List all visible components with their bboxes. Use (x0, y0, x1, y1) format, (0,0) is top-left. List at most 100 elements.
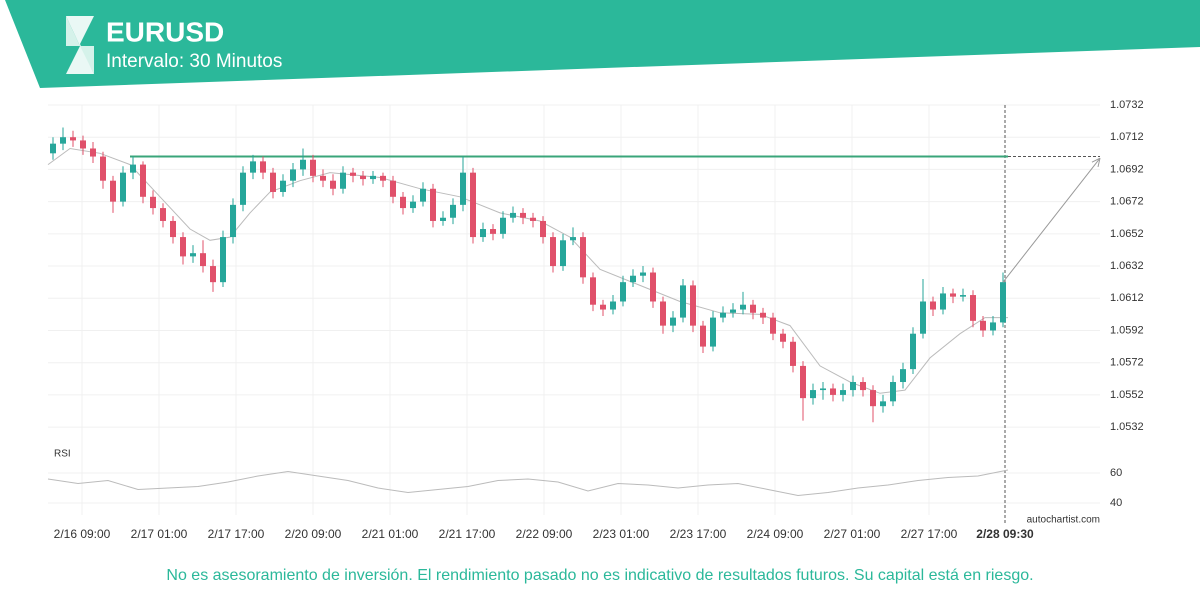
candle-body (80, 140, 86, 149)
candle-body (930, 301, 936, 310)
candle-body (520, 212, 526, 218)
x-tick-label: 2/20 09:00 (285, 527, 342, 541)
x-tick-label: 2/17 01:00 (131, 527, 188, 541)
candle-body (170, 220, 176, 238)
candle-body (410, 201, 416, 209)
candle-body (110, 180, 116, 202)
candle-body (700, 325, 706, 347)
candle-body (370, 175, 376, 180)
candle-body (60, 137, 66, 144)
candle-body (980, 320, 986, 331)
x-tick-label: 2/23 01:00 (593, 527, 650, 541)
candle-body (300, 159, 306, 170)
candle-body (770, 317, 776, 334)
x-tick-label: 2/22 09:00 (516, 527, 573, 541)
candle-body (310, 159, 316, 176)
candle-body (70, 137, 76, 141)
candle-body (460, 172, 466, 205)
candle-body (630, 275, 636, 283)
candle-body (250, 161, 256, 173)
y-tick-label: 60 (1110, 467, 1122, 479)
candle-body (130, 164, 136, 173)
chart-title: EURUSD (106, 16, 224, 47)
candle-body (340, 172, 346, 189)
candle-body (530, 217, 536, 221)
y-tick-label: 1.0712 (1110, 131, 1144, 143)
rsi-label: RSI (54, 449, 71, 460)
x-tick-label: 2/24 09:00 (747, 527, 804, 541)
y-tick-label: 1.0652 (1110, 228, 1144, 240)
candle-body (800, 365, 806, 399)
x-tick-label: 2/28 09:30 (976, 527, 1034, 541)
x-tick-label: 2/16 09:00 (54, 527, 111, 541)
candle-body (740, 304, 746, 310)
y-tick-label: 1.0572 (1110, 357, 1144, 369)
candle-body (870, 390, 876, 407)
candle-body (610, 301, 616, 310)
chart-subtitle: Intervalo: 30 Minutos (106, 51, 282, 72)
candle-body (390, 180, 396, 197)
candle-body (260, 161, 266, 173)
y-tick-label: 40 (1110, 497, 1122, 509)
candle-body (160, 208, 166, 221)
candle-body (180, 237, 186, 257)
candle-body (230, 204, 236, 238)
candle-body (780, 333, 786, 342)
y-tick-label: 1.0612 (1110, 292, 1144, 304)
disclaimer: No es asesoramiento de inversión. El ren… (166, 567, 1033, 584)
candle-body (490, 229, 496, 234)
candle-body (640, 272, 646, 276)
candle-body (210, 266, 216, 283)
plot: 1.0732 1.0712 1.0692 1.0672 1.0652 1.0632 1.06… (47, 99, 1144, 541)
candle-body (730, 309, 736, 313)
candle-body (480, 229, 486, 238)
candle-body (440, 217, 446, 221)
x-tick-label: 2/27 01:00 (824, 527, 881, 541)
candle-body (860, 382, 866, 391)
candle-body (140, 164, 146, 197)
candle-body (120, 172, 126, 202)
x-tick-label: 2/23 17:00 (670, 527, 727, 541)
candle-body (380, 175, 386, 181)
candle-body (470, 172, 476, 238)
candle-body (910, 333, 916, 370)
candle-body (960, 295, 966, 297)
x-tick-label: 2/17 17:00 (208, 527, 265, 541)
y-tick-label: 1.0552 (1110, 389, 1144, 401)
candle-body (750, 304, 756, 313)
header-band (5, 0, 1200, 88)
candle-body (500, 217, 506, 234)
candle-body (270, 172, 276, 192)
candle-body (150, 196, 156, 209)
y-tick-label: 1.0672 (1110, 196, 1144, 208)
y-tick-label: 1.0592 (1110, 324, 1144, 336)
candle-body (510, 212, 516, 218)
candle-body (620, 282, 626, 302)
forecast-arrow (1002, 157, 1101, 283)
candle-body (420, 188, 426, 202)
x-tick-label: 2/21 01:00 (362, 527, 419, 541)
candle-body (890, 382, 896, 402)
candle-body (830, 388, 836, 395)
candle-body (820, 388, 826, 391)
y-tick-label: 1.0532 (1110, 421, 1144, 433)
candle-body (240, 172, 246, 205)
candle-body (600, 304, 606, 310)
candle-body (200, 253, 206, 267)
candle-body (840, 390, 846, 395)
moving-average (47, 147, 1008, 394)
y-tick-label: 1.0632 (1110, 260, 1144, 272)
candle-body (690, 285, 696, 326)
rsi-line (47, 469, 1009, 497)
candle-body (540, 220, 546, 238)
candle-body (880, 401, 886, 407)
candle-body (680, 285, 686, 318)
candle-body (790, 341, 796, 366)
candle-body (280, 180, 286, 192)
candle-body (850, 382, 856, 391)
candle-body (590, 277, 596, 305)
candle-body (290, 169, 296, 181)
candle-body (450, 204, 456, 218)
